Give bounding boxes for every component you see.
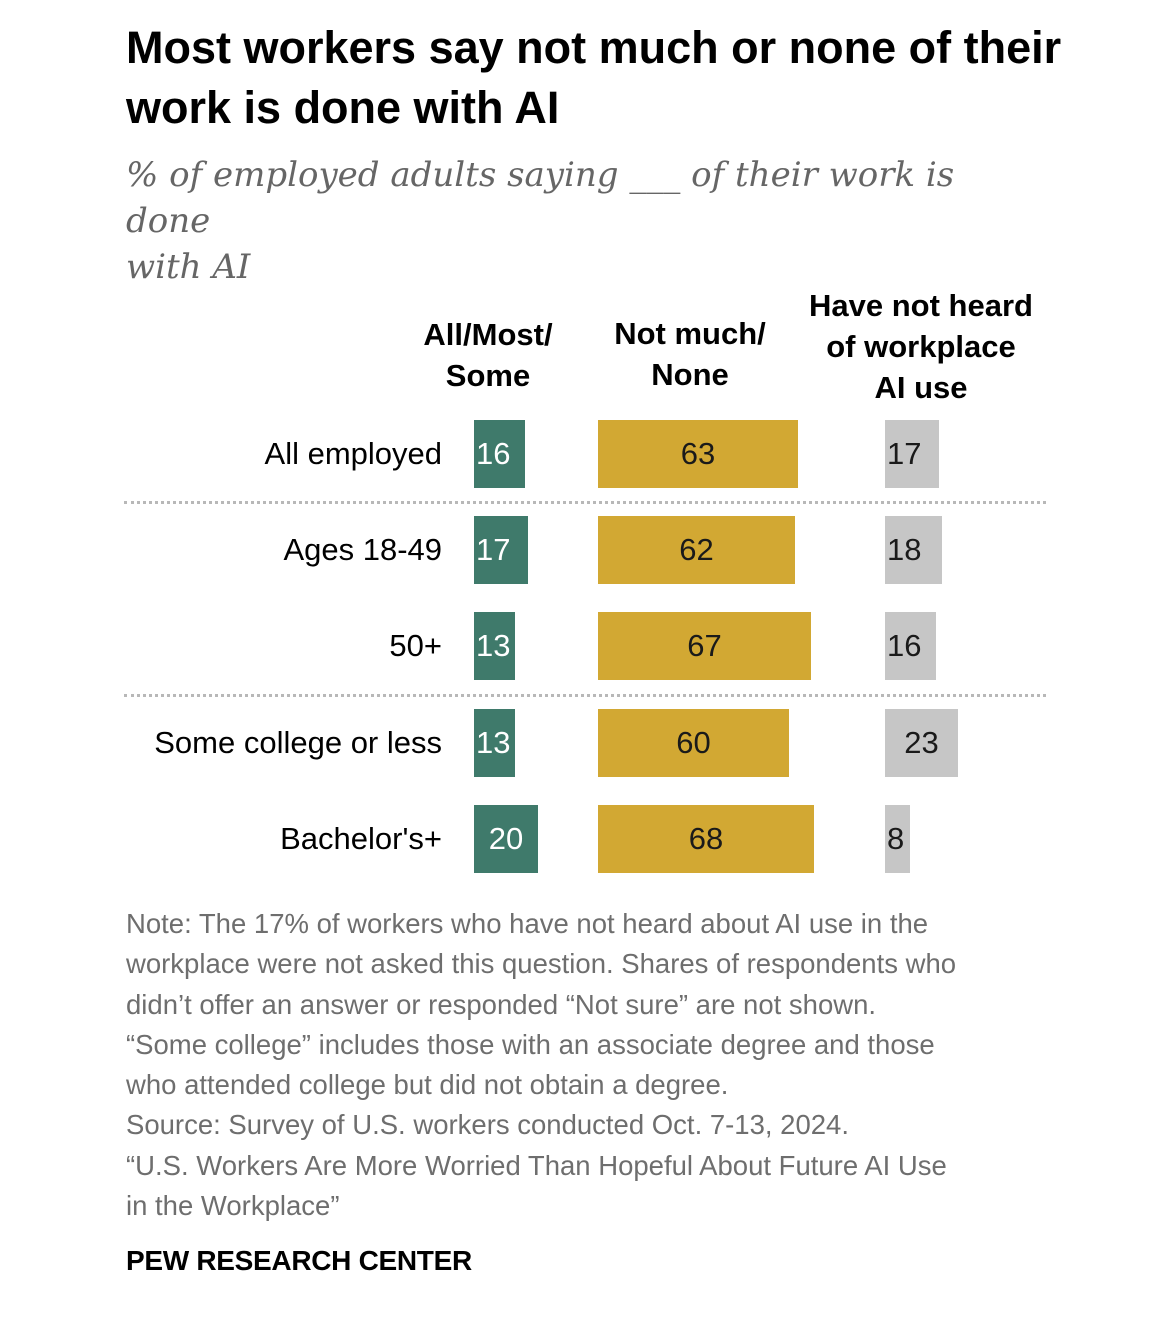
bar-not-much-none-all-employed — [598, 420, 798, 488]
bar-all-most-some-all-employed — [474, 420, 525, 488]
value-label-have-not-heard-of-workplace-ai-use-ages-18-49: 18 — [887, 532, 922, 567]
value-label-all-most-some-50: 13 — [476, 628, 511, 663]
chart-note: Note: The 17% of workers who have not he… — [126, 904, 1066, 1226]
value-label-all-most-some-all-employed: 16 — [476, 436, 511, 471]
value-label-all-most-some-bachelor-s: 20 — [488, 821, 524, 856]
bar-have-not-heard-of-workplace-ai-use-bachelor-s — [885, 805, 910, 873]
bar-not-much-none-some-college-or-less — [598, 709, 789, 777]
note-line: who attended college but did not obtain … — [126, 1069, 729, 1101]
bar-have-not-heard-of-workplace-ai-use-all-employed — [885, 420, 939, 488]
pew-research-center-logo: PEW RESEARCH CENTER — [126, 1245, 472, 1276]
column-header-have-not-heard: Have not heard of workplace AI use — [791, 285, 1051, 408]
bar-not-much-none-ages-18-49 — [598, 516, 795, 584]
bar-have-not-heard-of-workplace-ai-use-some-college-or-less — [885, 709, 958, 777]
value-label-not-much-none-50: 67 — [687, 628, 722, 663]
bar-not-much-none-50 — [598, 612, 811, 680]
row-label-all-employed: All employed — [264, 436, 442, 471]
column-header-line: Not much/ — [614, 316, 766, 351]
column-header-line: All/Most/ — [423, 317, 553, 352]
bar-have-not-heard-of-workplace-ai-use-ages-18-49 — [885, 516, 942, 584]
bar-not-much-none-bachelor-s — [598, 805, 814, 873]
column-header-all-most-some: All/Most/ Some — [388, 314, 588, 396]
column-header-not-much-none: Not much/ None — [590, 313, 790, 395]
bar-have-not-heard-of-workplace-ai-use-50 — [885, 612, 936, 680]
chart-subtitle: % of employed adults saying ___ of their… — [126, 152, 1046, 290]
note-line: Note: The 17% of workers who have not he… — [126, 908, 929, 939]
note-line: workplace were not asked this question. … — [126, 948, 957, 980]
row-label-ages-18-49: Ages 18-49 — [283, 532, 442, 567]
chart-title: Most workers say not much or none of the… — [126, 22, 1062, 133]
subtitle-line: % of employed adults saying ___ of their… — [126, 155, 955, 241]
column-header-line: AI use — [874, 370, 968, 405]
column-header-line: Some — [445, 358, 531, 393]
value-label-have-not-heard-of-workplace-ai-use-50: 16 — [887, 628, 922, 663]
value-label-not-much-none-bachelor-s: 68 — [688, 821, 724, 856]
note-line: didn’t offer an answer or responded “Not… — [126, 988, 877, 1020]
bar-all-most-some-ages-18-49 — [474, 516, 528, 584]
bar-all-most-some-bachelor-s — [474, 805, 538, 873]
value-label-not-much-none-all-employed: 63 — [680, 436, 716, 471]
source-line: Source: Survey of U.S. workers conducted… — [126, 1109, 849, 1141]
group-divider — [124, 694, 1046, 697]
value-label-not-much-none-ages-18-49: 62 — [679, 532, 714, 567]
value-label-all-most-some-some-college-or-less: 13 — [476, 725, 511, 760]
value-label-not-much-none-some-college-or-less: 60 — [676, 725, 711, 760]
column-header-line: Have not heard — [809, 288, 1033, 323]
row-label-some-college-or-less: Some college or less — [154, 725, 442, 760]
note-line: “Some college” includes those with an as… — [126, 1028, 935, 1060]
row-label-50: 50+ — [389, 628, 442, 663]
column-header-line: of workplace — [826, 329, 1016, 364]
value-label-all-most-some-ages-18-49: 17 — [476, 532, 511, 567]
report-title-line: “U.S. Workers Are More Worried Than Hope… — [126, 1149, 947, 1181]
column-header-line: None — [651, 357, 729, 392]
report-title-line: in the Workplace” — [126, 1190, 340, 1222]
value-label-have-not-heard-of-workplace-ai-use-all-employed: 17 — [887, 436, 922, 471]
row-label-bachelor-s: Bachelor's+ — [280, 821, 442, 856]
value-label-have-not-heard-of-workplace-ai-use-bachelor-s: 8 — [887, 821, 905, 856]
value-label-have-not-heard-of-workplace-ai-use-some-college-or-less: 23 — [904, 725, 939, 760]
subtitle-line: with AI — [126, 247, 251, 287]
bar-all-most-some-50 — [474, 612, 515, 680]
bar-all-most-some-some-college-or-less — [474, 709, 515, 777]
group-divider — [124, 501, 1046, 504]
